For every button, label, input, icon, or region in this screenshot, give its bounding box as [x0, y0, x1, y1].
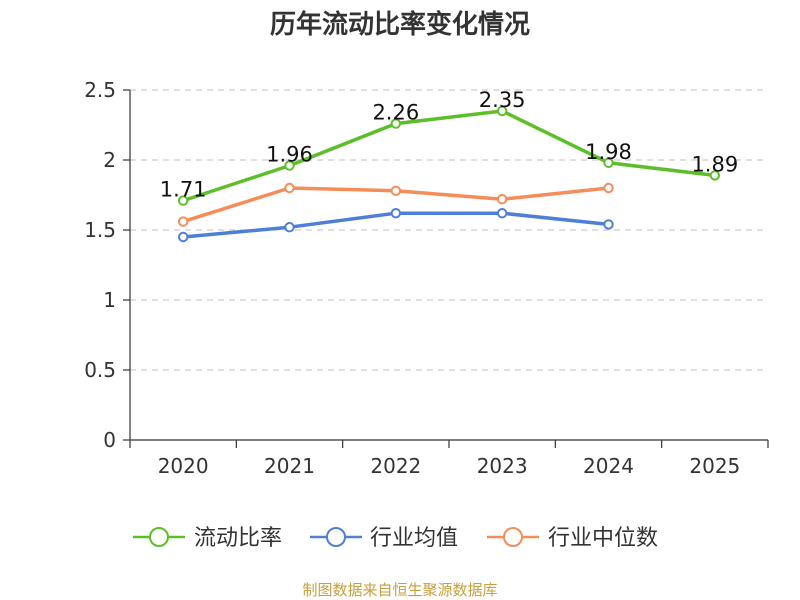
data-point[interactable]	[603, 157, 614, 169]
data-point[interactable]	[603, 182, 614, 194]
x-tick-label: 2025	[689, 454, 740, 478]
data-label: 1.71	[160, 178, 207, 202]
data-label: 2.35	[479, 88, 526, 112]
data-point[interactable]	[390, 185, 402, 197]
series-2	[177, 208, 614, 243]
data-point[interactable]	[284, 222, 295, 233]
data-point[interactable]	[496, 194, 508, 205]
chart-title: 历年流动比率变化情况	[270, 9, 530, 40]
legend-marker	[503, 527, 523, 547]
legend-label: 行业中位数	[548, 526, 658, 551]
y-tick-label: 1	[103, 288, 116, 312]
data-labels: 1.71 1.96 2.26 2.35 1.98 1.89	[160, 88, 738, 202]
axes: 0 0.5 1 1.5 2 2.5 2020 2021 2022 2023 2024 2025	[84, 78, 769, 478]
data-point[interactable]	[177, 216, 189, 227]
data-point[interactable]	[603, 219, 614, 230]
y-tick-label: 2.5	[84, 78, 116, 102]
legend-label: 行业均值	[370, 526, 458, 551]
series-3	[177, 182, 614, 227]
legend-item-1[interactable]: 流动比率	[133, 526, 282, 551]
data-point[interactable]	[709, 170, 721, 181]
y-tick-label: 0	[103, 428, 116, 452]
data-label: 2.26	[372, 101, 419, 125]
source-note: 制图数据来自恒生聚源数据库	[302, 581, 497, 599]
legend-label: 流动比率	[194, 526, 282, 551]
data-label: 1.98	[585, 140, 632, 164]
x-tick-label: 2021	[264, 454, 315, 478]
series-1	[177, 105, 721, 206]
x-tick-label: 2024	[583, 454, 634, 478]
series-line	[182, 109, 716, 203]
legend[interactable]: 流动比率 行业均值 行业中位数	[133, 526, 658, 551]
series-layer	[177, 105, 721, 243]
data-point[interactable]	[390, 118, 402, 129]
data-point[interactable]	[284, 160, 295, 171]
data-point[interactable]	[284, 182, 295, 194]
legend-item-3[interactable]: 行业中位数	[487, 526, 658, 551]
x-tick-label: 2023	[477, 454, 528, 478]
legend-marker	[326, 527, 346, 547]
x-tick-label: 2020	[158, 454, 209, 478]
data-point[interactable]	[496, 208, 508, 219]
grid	[130, 89, 768, 371]
x-tick-label: 2022	[370, 454, 421, 478]
data-point[interactable]	[496, 105, 508, 117]
y-tick-label: 2	[103, 148, 116, 172]
y-tick-label: 0.5	[84, 358, 116, 382]
legend-marker	[149, 527, 169, 547]
data-point[interactable]	[177, 231, 189, 243]
data-point[interactable]	[390, 208, 402, 219]
data-label: 1.89	[691, 152, 738, 176]
data-point[interactable]	[177, 195, 189, 206]
data-label: 1.96	[266, 143, 313, 167]
y-tick-label: 1.5	[84, 218, 116, 242]
legend-item-2[interactable]: 行业均值	[310, 526, 458, 551]
